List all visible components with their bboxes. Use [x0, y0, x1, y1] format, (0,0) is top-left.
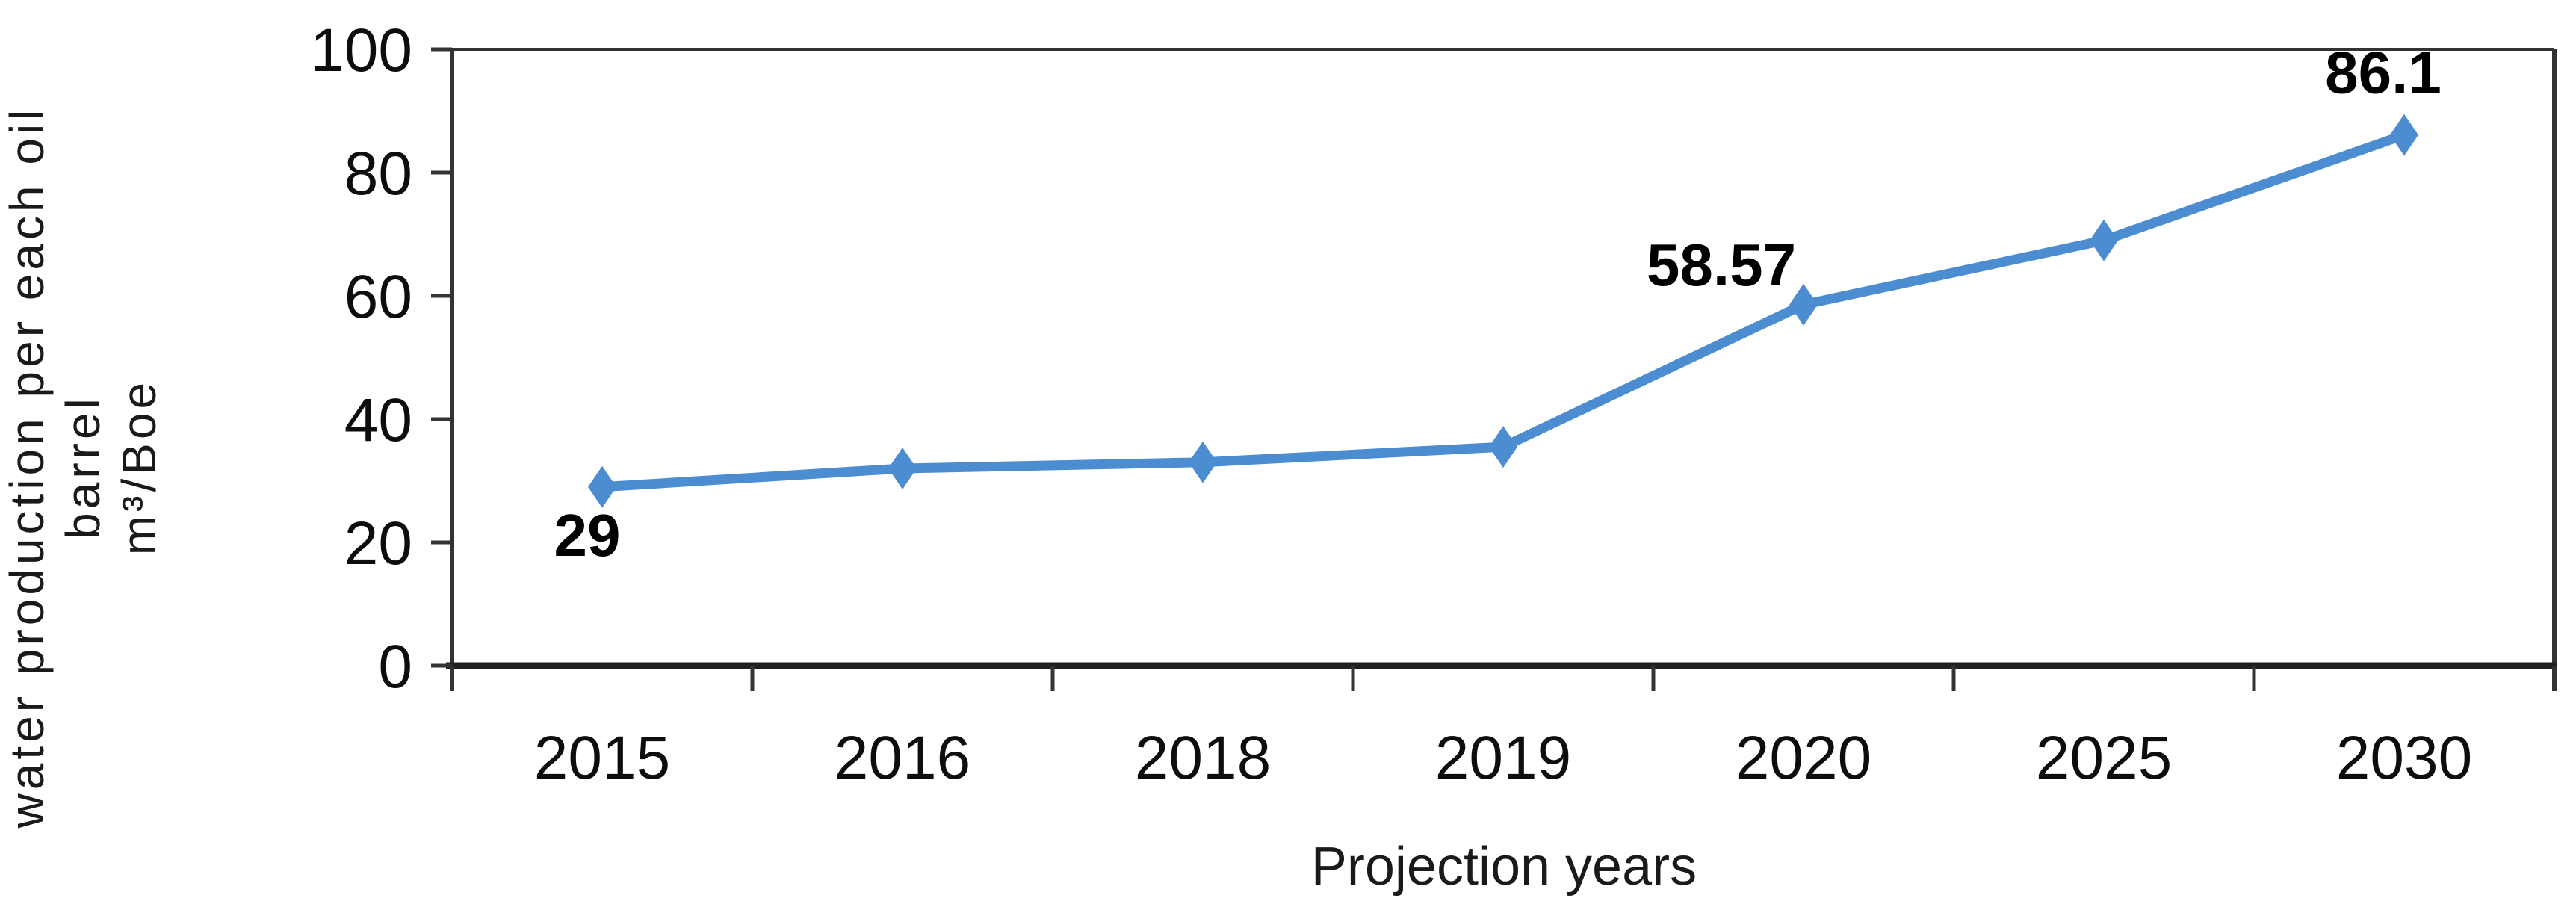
data-point-marker — [588, 465, 616, 508]
y-tick-label: 0 — [378, 633, 412, 701]
data-label: 58.57 — [1647, 232, 1796, 298]
data-label: 86.1 — [2325, 40, 2442, 106]
y-axis-title-line: m³/Boe — [112, 379, 166, 555]
y-tick-label: 60 — [344, 263, 412, 331]
x-tick-label: 2025 — [2036, 724, 2172, 792]
data-point-marker — [1789, 283, 1818, 326]
data-point-marker — [1489, 426, 1517, 468]
data-label: 29 — [554, 502, 621, 569]
x-tick-label: 2020 — [1736, 724, 1871, 792]
x-tick-label: 2030 — [2336, 724, 2472, 792]
data-point-marker — [2390, 114, 2418, 156]
y-tick-label: 100 — [310, 16, 412, 84]
data-point-marker — [1189, 441, 1217, 483]
y-axis-title-line: barrel — [56, 394, 110, 539]
x-tick-label: 2019 — [1435, 724, 1571, 792]
y-axis-title: water production per each oilbarrelm³/Bo… — [0, 106, 166, 829]
y-tick-label: 20 — [344, 510, 412, 578]
data-point-marker — [2090, 219, 2118, 261]
x-tick-label: 2018 — [1135, 724, 1271, 792]
data-point-marker — [888, 448, 917, 489]
x-tick-label: 2015 — [534, 724, 670, 792]
y-axis-title-line: water production per each oil — [0, 106, 54, 829]
x-tick-label: 2016 — [835, 724, 970, 792]
x-axis-title: Projection years — [1311, 837, 1697, 897]
y-tick-label: 80 — [344, 140, 412, 208]
y-tick-label: 40 — [344, 386, 412, 454]
